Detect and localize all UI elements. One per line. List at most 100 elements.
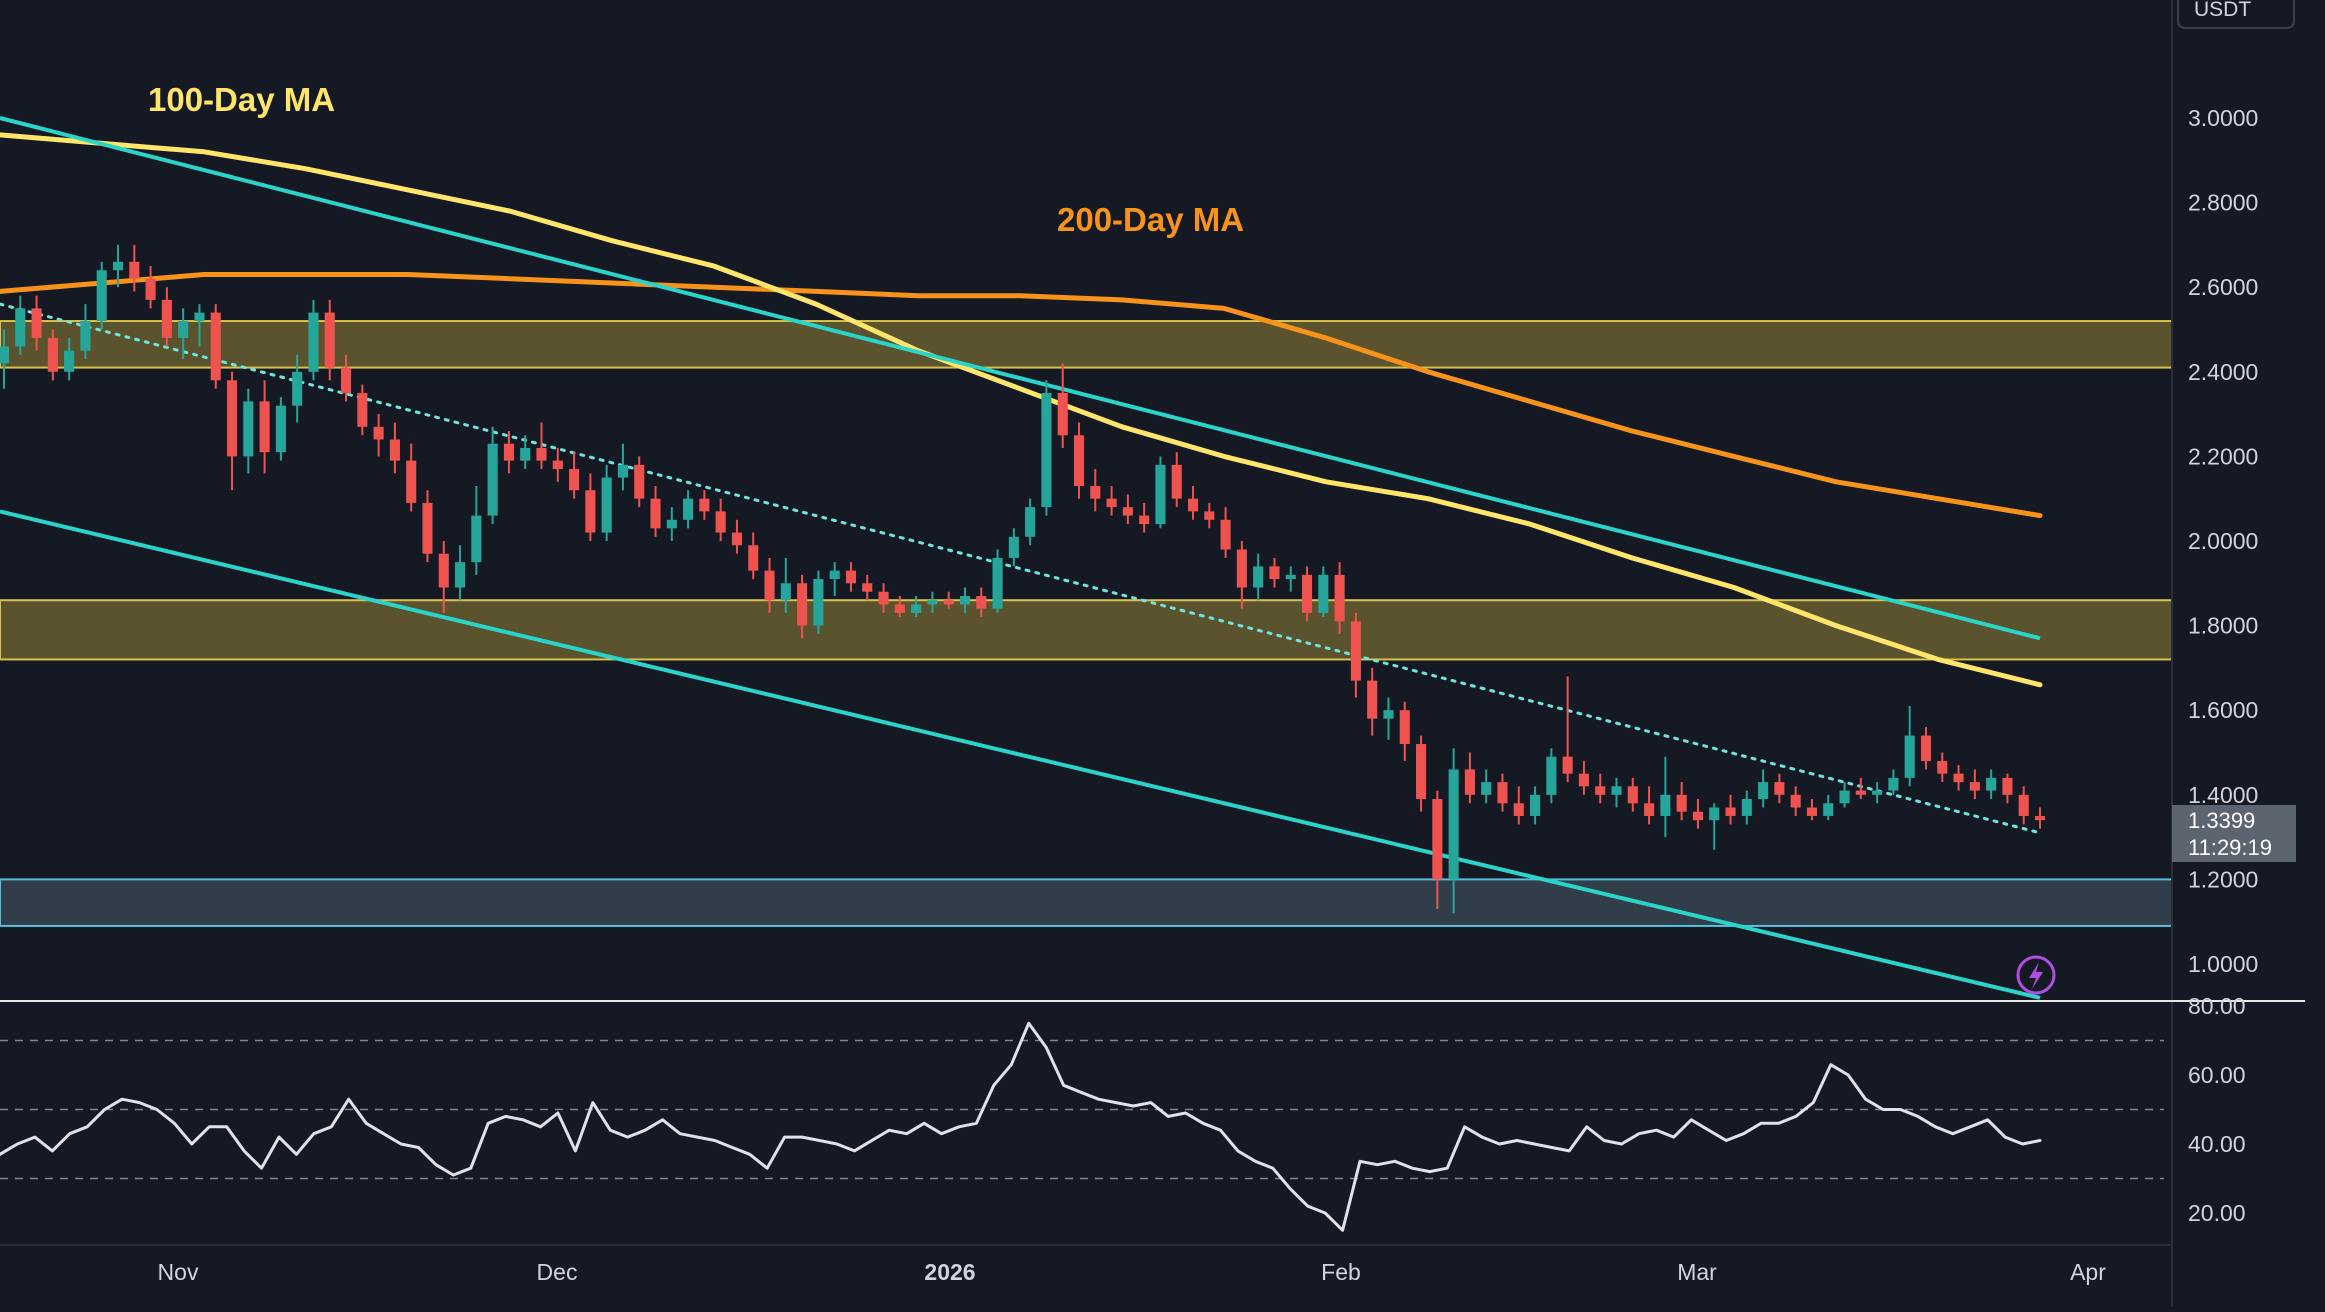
candle-body	[748, 545, 759, 571]
candle-down	[1937, 752, 1948, 783]
zones-layer	[0, 320, 2173, 927]
candle-body	[1025, 507, 1036, 537]
candle-body	[1057, 392, 1068, 436]
candle-body	[536, 447, 547, 461]
candle-body	[1725, 807, 1736, 816]
ma100-line	[0, 132, 2043, 688]
candle-down	[2002, 773, 2013, 804]
candle-down	[764, 557, 775, 613]
candle-down	[503, 431, 514, 474]
time-tick-label: Dec	[537, 1259, 578, 1285]
channel-upper-line	[0, 116, 2041, 641]
candle-body	[389, 439, 400, 461]
candle-body	[1920, 735, 1932, 761]
candle-up	[813, 570, 824, 635]
candle-down	[1920, 727, 1932, 770]
candle-down	[129, 244, 140, 292]
candle-down	[1725, 794, 1736, 825]
candle-down	[845, 562, 857, 592]
rsi-line	[0, 1021, 2042, 1232]
candle-down	[259, 380, 270, 474]
candle-down	[731, 519, 743, 554]
candle-down	[210, 304, 221, 389]
candle-down	[1073, 422, 1085, 499]
support-zone	[0, 878, 2173, 927]
candle-body	[292, 371, 303, 406]
candle-body	[308, 312, 319, 372]
candle-body	[1318, 574, 1329, 613]
candle-body	[1806, 807, 1818, 816]
candle-body	[797, 583, 808, 626]
candle-body	[1187, 498, 1199, 512]
candle-body	[650, 498, 661, 529]
candle-down	[569, 452, 580, 499]
candle-up	[1758, 769, 1769, 808]
candle-body	[715, 511, 726, 533]
candle-up	[1888, 769, 1899, 795]
candle-body	[1660, 794, 1671, 816]
candle-body	[1562, 756, 1573, 774]
candle-body	[1122, 507, 1133, 516]
candle-down	[1334, 562, 1345, 635]
candle-up	[601, 464, 612, 541]
candle-body	[731, 532, 743, 546]
currency-badge[interactable]: USDT	[2177, 0, 2295, 29]
candle-down	[1644, 786, 1655, 825]
candle-body	[2002, 777, 2013, 795]
candle-body	[1986, 777, 1997, 791]
last-price-tag: 1.3399 11:29:19	[2172, 805, 2296, 862]
candle-up	[666, 507, 677, 541]
candle-body	[1644, 803, 1655, 816]
rsi-tick-label: 80.00	[2188, 993, 2246, 1019]
candle-body	[1953, 773, 1964, 783]
candle-body	[1937, 760, 1948, 774]
candle-body	[1692, 811, 1704, 821]
candle-up	[1546, 748, 1557, 804]
candle-down	[797, 574, 808, 639]
candle-body	[780, 583, 791, 601]
candle-body	[1823, 803, 1834, 816]
candle-body	[927, 600, 938, 605]
candle-up	[64, 337, 75, 381]
upper-resistance-zone	[0, 320, 2173, 369]
candle-down	[1790, 786, 1801, 816]
price-tick-label: 2.2000	[2188, 443, 2258, 469]
candle-down	[699, 490, 710, 520]
rsi-tick-label: 20.00	[2188, 1200, 2246, 1226]
candle-body	[1253, 566, 1264, 588]
candle-body	[1546, 756, 1557, 795]
ma100-label: 100-Day MA	[148, 81, 335, 118]
price-tick-label: 3.0000	[2188, 105, 2258, 131]
candle-body	[373, 426, 384, 440]
candle-body	[813, 579, 824, 626]
time-axis[interactable]: Nov Dec 2026 Feb Mar Apr	[0, 1244, 2172, 1285]
candle-body	[324, 312, 335, 368]
candle-down	[1497, 773, 1508, 812]
candle-body	[194, 312, 205, 322]
candle-up	[683, 490, 694, 529]
price-tick-label: 1.0000	[2188, 951, 2258, 977]
candle-down	[1367, 667, 1378, 736]
candle-body	[487, 443, 498, 516]
candle-body	[1774, 782, 1785, 795]
dotted-trendline	[0, 302, 2042, 835]
candle-body	[845, 570, 857, 584]
candle-down	[1171, 452, 1182, 508]
candle-body	[634, 464, 645, 499]
candle-body	[1481, 782, 1492, 795]
candle-body	[1416, 744, 1427, 800]
candle-body	[617, 464, 628, 478]
candle-body	[1155, 464, 1166, 525]
lightning-icon[interactable]	[2016, 955, 2056, 995]
candle-up	[455, 545, 466, 601]
rsi-tick-label: 60.00	[2188, 1062, 2246, 1088]
candle-body	[1530, 794, 1541, 816]
candle-down	[1220, 507, 1231, 558]
candle-down	[1432, 790, 1443, 910]
candle-down	[1187, 486, 1199, 520]
candle-body	[422, 502, 433, 554]
candle-body	[666, 519, 677, 529]
candle-up	[1872, 782, 1883, 804]
